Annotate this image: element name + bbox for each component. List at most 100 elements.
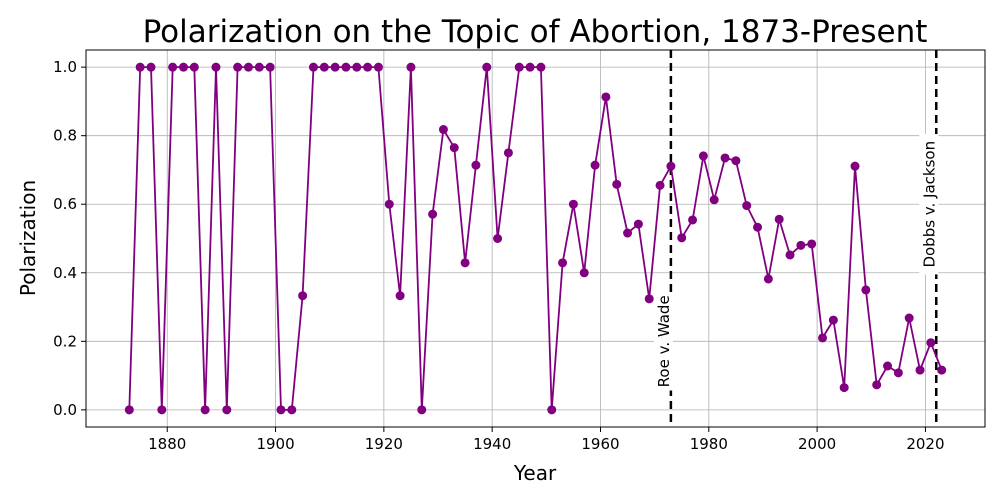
data-point bbox=[731, 156, 741, 166]
data-point bbox=[850, 161, 860, 171]
event-label-background bbox=[653, 292, 673, 391]
data-series bbox=[124, 62, 947, 415]
data-point bbox=[655, 180, 665, 190]
event-label: Roe v. Wade bbox=[655, 295, 673, 387]
data-point bbox=[937, 365, 947, 375]
data-point bbox=[839, 383, 849, 393]
chart-title: Polarization on the Topic of Abortion, 1… bbox=[143, 14, 928, 50]
data-point bbox=[514, 62, 524, 72]
data-point bbox=[168, 62, 178, 72]
data-point bbox=[428, 209, 438, 219]
data-point bbox=[493, 234, 503, 243]
data-point bbox=[763, 274, 773, 284]
data-point bbox=[406, 62, 416, 72]
data-point bbox=[644, 294, 654, 304]
data-point bbox=[254, 62, 264, 72]
series-line bbox=[128, 66, 943, 411]
data-point bbox=[352, 62, 362, 72]
data-point bbox=[926, 338, 936, 348]
data-point bbox=[384, 199, 394, 209]
data-point bbox=[460, 258, 470, 268]
data-point bbox=[612, 179, 622, 189]
x-tick-label: 2020 bbox=[906, 435, 944, 453]
data-point bbox=[547, 405, 557, 415]
x-tick-label: 1960 bbox=[581, 435, 619, 453]
y-tick-label: 0.8 bbox=[53, 127, 77, 145]
x-tick-label: 2000 bbox=[798, 435, 836, 453]
data-point bbox=[298, 291, 308, 301]
data-point bbox=[157, 405, 167, 415]
data-point bbox=[200, 405, 210, 415]
data-point bbox=[677, 233, 687, 243]
event-label: Dobbs v. Jackson bbox=[920, 141, 938, 268]
data-point bbox=[330, 62, 340, 72]
event-label-group: Roe v. Wade bbox=[653, 292, 673, 391]
y-tick-label: 0.6 bbox=[53, 195, 77, 213]
data-point bbox=[818, 333, 828, 343]
data-point bbox=[287, 405, 297, 415]
data-point bbox=[633, 219, 643, 229]
data-point bbox=[233, 62, 243, 72]
y-tick-label: 1.0 bbox=[53, 58, 77, 76]
data-point bbox=[785, 250, 795, 260]
data-point bbox=[395, 291, 405, 301]
data-point bbox=[276, 405, 286, 415]
data-point bbox=[417, 405, 427, 415]
data-point bbox=[135, 62, 145, 72]
x-tick-label: 1980 bbox=[690, 435, 728, 453]
event-label-background bbox=[919, 134, 939, 275]
data-point bbox=[146, 62, 156, 72]
y-axis-ticks: 0.0 0.2 0.4 0.6 0.8 1.0 bbox=[53, 58, 86, 419]
data-point bbox=[893, 368, 903, 378]
data-point bbox=[438, 125, 448, 135]
data-point bbox=[601, 92, 611, 102]
data-point bbox=[482, 62, 492, 72]
x-tick-label: 1880 bbox=[148, 435, 186, 453]
data-point bbox=[666, 161, 676, 171]
event-lines: Roe v. Wade Dobbs v. Jackson bbox=[653, 50, 939, 427]
x-tick-label: 1900 bbox=[256, 435, 294, 453]
data-point bbox=[828, 315, 838, 325]
x-tick-label: 1920 bbox=[365, 435, 403, 453]
data-point bbox=[579, 268, 589, 278]
data-point bbox=[796, 240, 806, 250]
data-point bbox=[471, 160, 481, 170]
data-point bbox=[449, 143, 459, 153]
event-label-group: Dobbs v. Jackson bbox=[919, 134, 939, 275]
data-point bbox=[222, 405, 232, 415]
data-point bbox=[308, 62, 318, 72]
data-point bbox=[319, 62, 329, 72]
data-point bbox=[363, 62, 373, 72]
data-point bbox=[341, 62, 351, 72]
data-point bbox=[720, 153, 730, 163]
data-point bbox=[742, 201, 752, 211]
data-point bbox=[265, 62, 275, 72]
data-point bbox=[753, 222, 763, 232]
data-point bbox=[124, 405, 134, 415]
data-point bbox=[189, 62, 199, 72]
data-point bbox=[861, 285, 871, 295]
data-point bbox=[373, 62, 383, 72]
y-tick-label: 0.0 bbox=[53, 401, 77, 419]
data-point bbox=[525, 62, 535, 72]
data-point bbox=[568, 199, 578, 209]
data-point bbox=[807, 239, 817, 249]
data-point bbox=[243, 62, 253, 72]
x-axis-ticks: 1880 1900 1920 1940 1960 1980 2000 2020 bbox=[148, 427, 945, 453]
data-point bbox=[904, 313, 914, 323]
data-point bbox=[536, 62, 546, 72]
data-point bbox=[503, 148, 513, 158]
data-point bbox=[211, 62, 221, 72]
data-point bbox=[709, 195, 719, 205]
data-point bbox=[590, 160, 600, 170]
data-point bbox=[178, 62, 188, 72]
data-point bbox=[688, 215, 698, 225]
data-point bbox=[774, 214, 784, 224]
y-axis-title: Polarization bbox=[16, 180, 40, 296]
plot-frame bbox=[85, 49, 986, 428]
data-point bbox=[558, 258, 568, 268]
x-tick-label: 1940 bbox=[473, 435, 511, 453]
data-point bbox=[883, 361, 893, 371]
x-axis-title: Year bbox=[513, 461, 557, 485]
